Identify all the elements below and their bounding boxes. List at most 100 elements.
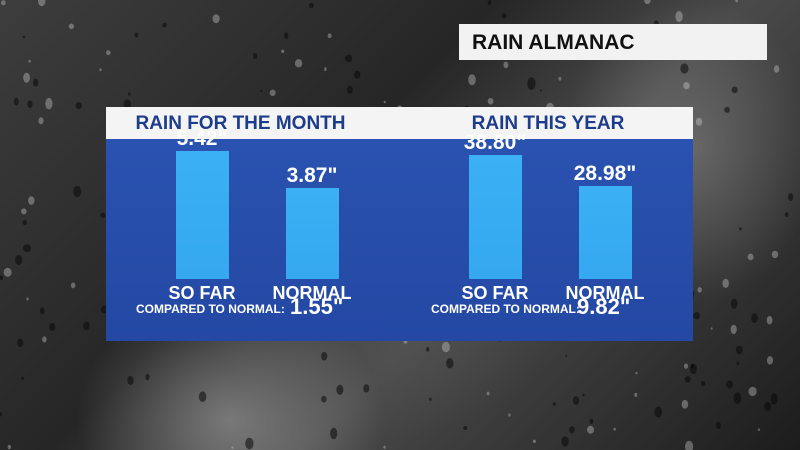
rain-drop	[0, 275, 3, 281]
rain-drop	[654, 406, 663, 418]
rain-drop	[100, 212, 106, 218]
rain-drop	[3, 267, 12, 277]
rain-drop	[634, 392, 638, 397]
month-panel-header: RAIN FOR THE MONTH	[106, 107, 375, 139]
rain-drop	[426, 347, 430, 352]
rain-drop	[532, 439, 537, 443]
rain-drop	[321, 351, 328, 361]
rain-drop	[726, 380, 733, 389]
rain-drop	[26, 297, 29, 301]
rain-drop	[39, 307, 45, 315]
rain-drop	[613, 427, 616, 431]
rain-drop	[751, 313, 758, 324]
rain-drop	[501, 13, 507, 19]
rain-drop	[561, 436, 569, 447]
rain-drop	[565, 354, 568, 357]
rain-drop	[45, 97, 53, 110]
rain-drop	[83, 321, 90, 331]
rain-drop	[23, 244, 31, 253]
rain-drop	[123, 99, 131, 109]
rain-drop	[589, 418, 594, 425]
rain-drop	[73, 186, 82, 198]
rain-drop	[739, 227, 742, 231]
rain-drop	[715, 421, 721, 430]
rain-drop	[212, 14, 220, 24]
rain-drop	[681, 399, 689, 409]
panel-divider	[375, 139, 403, 341]
rain-drop	[68, 23, 75, 30]
rain-drop	[736, 361, 740, 366]
value-label-normal-month: 3.87"	[286, 163, 338, 187]
month-compare-value: 1.55"	[290, 294, 344, 319]
rain-drop	[486, 391, 490, 396]
rain-drop	[22, 219, 27, 226]
rain-drop	[127, 375, 134, 385]
rain-drop	[730, 298, 738, 309]
month-panel: RAIN FOR THE MONTH 5.42" 3.87" SO FAR NO…	[106, 107, 375, 341]
rain-drop	[429, 397, 432, 401]
rain-drop	[106, 50, 111, 56]
rain-drop	[260, 89, 263, 93]
rain-drop	[764, 402, 772, 411]
rain-drop	[327, 33, 332, 39]
rain-drop	[463, 426, 468, 430]
rain-drop	[21, 376, 24, 380]
bar-normal-month	[286, 187, 339, 279]
rain-drop	[21, 208, 27, 215]
rain-drop	[572, 396, 580, 405]
year-compare-label: COMPARED TO NORMAL:	[431, 302, 580, 316]
category-label-normal-month: NORMAL	[272, 283, 352, 303]
rain-drop	[70, 282, 76, 289]
rain-drop	[28, 196, 35, 205]
rain-drop	[344, 54, 353, 63]
rain-drop	[733, 392, 742, 404]
bar-so-far-month	[176, 151, 229, 279]
rain-drop	[162, 22, 167, 28]
rain-drop	[527, 77, 536, 90]
rain-drop	[354, 70, 361, 79]
rain-drop	[569, 426, 575, 434]
rain-drop	[75, 102, 82, 110]
rain-drop	[773, 65, 780, 73]
rain-drop	[540, 89, 542, 92]
rain-drop	[644, 0, 651, 5]
rain-drop	[684, 363, 688, 369]
rain-drop	[269, 89, 276, 97]
rain-drop	[731, 86, 738, 94]
year-panel-title: RAIN THIS YEAR	[471, 113, 625, 134]
rain-drop	[309, 2, 314, 9]
rain-drop	[468, 74, 476, 86]
rain-drop	[38, 0, 46, 7]
rain-drop	[22, 35, 26, 39]
rain-drop	[347, 85, 353, 94]
year-panel-header: RAIN THIS YEAR	[403, 107, 693, 139]
rain-drop	[784, 212, 789, 217]
rain-drop	[685, 440, 694, 450]
bar-normal-year	[579, 186, 632, 279]
rain-drop	[28, 59, 31, 63]
rain-drop	[722, 278, 729, 288]
rain-drop	[42, 336, 47, 343]
rain-drop	[99, 68, 102, 72]
panel-divider-header	[375, 107, 403, 139]
rain-drop	[281, 49, 285, 54]
month-panel-title: RAIN FOR THE MONTH	[135, 113, 346, 134]
rain-drop	[321, 395, 327, 403]
rain-drop	[710, 327, 713, 330]
rain-drop	[252, 53, 258, 59]
rain-drop	[441, 341, 450, 353]
rain-drop	[684, 376, 691, 383]
rain-drop	[23, 72, 30, 83]
rain-drop	[680, 63, 689, 74]
rain-drop	[134, 32, 139, 38]
rain-drop	[582, 393, 585, 397]
rain-drop	[735, 0, 739, 3]
rain-drop	[49, 323, 56, 331]
rain-drop	[693, 312, 700, 320]
rain-drop	[27, 100, 33, 108]
rain-drop	[294, 59, 303, 68]
rain-drop	[127, 92, 131, 96]
rain-drop	[730, 324, 737, 335]
category-label-normal-year: NORMAL	[565, 283, 645, 303]
rain-drop	[508, 413, 511, 417]
